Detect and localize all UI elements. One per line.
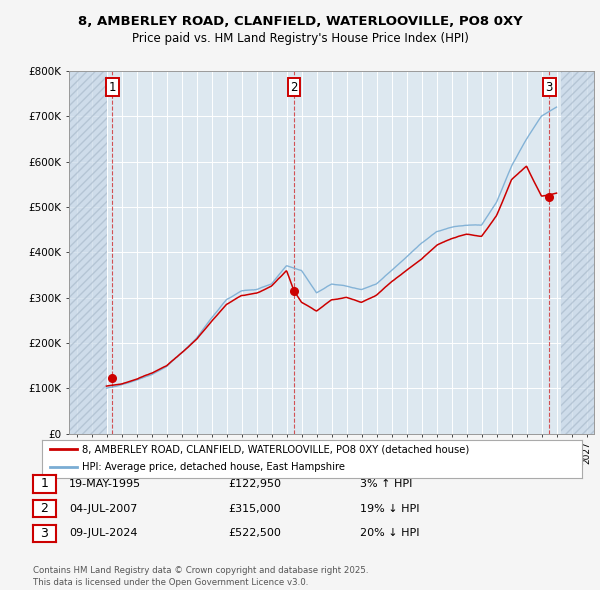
Text: 3: 3 — [40, 527, 49, 540]
Text: £122,950: £122,950 — [228, 479, 281, 489]
Text: 1: 1 — [109, 81, 116, 94]
Text: 2: 2 — [290, 81, 298, 94]
Bar — [561, 71, 594, 434]
Text: 2: 2 — [40, 502, 49, 515]
Text: Price paid vs. HM Land Registry's House Price Index (HPI): Price paid vs. HM Land Registry's House … — [131, 32, 469, 45]
Text: 3% ↑ HPI: 3% ↑ HPI — [360, 479, 412, 489]
Text: £315,000: £315,000 — [228, 504, 281, 513]
Text: 8, AMBERLEY ROAD, CLANFIELD, WATERLOOVILLE, PO8 0XY: 8, AMBERLEY ROAD, CLANFIELD, WATERLOOVIL… — [77, 15, 523, 28]
Text: 3: 3 — [545, 81, 553, 94]
Text: 04-JUL-2007: 04-JUL-2007 — [69, 504, 137, 513]
Text: 20% ↓ HPI: 20% ↓ HPI — [360, 529, 419, 538]
Text: 09-JUL-2024: 09-JUL-2024 — [69, 529, 137, 538]
Text: 8, AMBERLEY ROAD, CLANFIELD, WATERLOOVILLE, PO8 0XY (detached house): 8, AMBERLEY ROAD, CLANFIELD, WATERLOOVIL… — [83, 444, 470, 454]
Text: Contains HM Land Registry data © Crown copyright and database right 2025.
This d: Contains HM Land Registry data © Crown c… — [33, 566, 368, 587]
Text: 19% ↓ HPI: 19% ↓ HPI — [360, 504, 419, 513]
Text: HPI: Average price, detached house, East Hampshire: HPI: Average price, detached house, East… — [83, 462, 346, 472]
Text: 1: 1 — [40, 477, 49, 490]
Bar — [69, 71, 107, 434]
Text: 19-MAY-1995: 19-MAY-1995 — [69, 479, 141, 489]
Text: £522,500: £522,500 — [228, 529, 281, 538]
